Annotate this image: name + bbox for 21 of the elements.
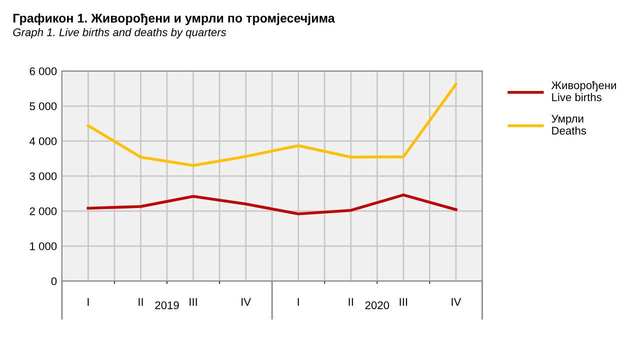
x-tick-label: III [190, 298, 197, 306]
y-tick-label: 0 [51, 277, 57, 286]
y-tick-label: 4 000 [30, 137, 57, 146]
y-tick-label: 6 000 [30, 67, 57, 76]
legend-label: Живорођени Live births [551, 81, 616, 102]
x-tick-label: II [138, 298, 143, 306]
text: 2019 [155, 301, 179, 310]
y-tick-label: 3 000 [30, 172, 57, 180]
x-tick-label: III [400, 298, 408, 306]
x-tick-label: I [88, 298, 89, 306]
y-tick-label: 2 000 [30, 207, 57, 216]
y-tick-label: 5 000 [30, 102, 57, 110]
x-tick-label: II [348, 298, 353, 306]
legend-label: Умрли Deaths [552, 114, 586, 135]
text: 2020 [365, 301, 390, 310]
x-tick-label: IV [452, 298, 462, 306]
chart-subtitle: Graph 1. Live births and deaths by quarters [13, 28, 226, 38]
chart-title: Графикон 1. Живорођени и умрли по тромјесечјима [13, 13, 335, 26]
x-tick-label: I [298, 298, 299, 306]
x-tick-label: IV [242, 298, 252, 306]
y-tick-label: 1 000 [30, 242, 57, 250]
